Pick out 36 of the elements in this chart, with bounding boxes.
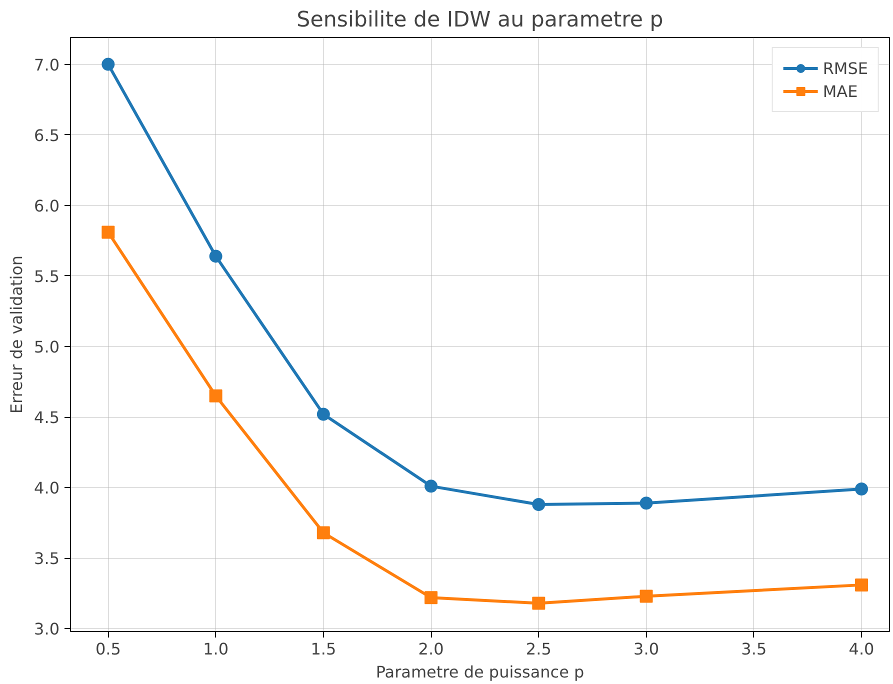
- x-tick-label: 4.0: [848, 640, 874, 658]
- y-tick-label: 4.5: [34, 408, 60, 428]
- point: [316, 526, 330, 540]
- point: [102, 58, 115, 71]
- legend-label: RMSE: [822, 58, 868, 78]
- point: [855, 578, 868, 592]
- point: [424, 480, 438, 493]
- x-tick-label: 3.0: [634, 640, 660, 658]
- y-tick-label: 4.0: [34, 478, 60, 498]
- x-axis-title: Parametre de puissance p: [376, 662, 584, 682]
- point: [855, 482, 868, 496]
- x-tick-label: 1.0: [203, 640, 229, 658]
- point: [209, 250, 222, 263]
- y-tick-label: 5.5: [34, 266, 60, 286]
- y-tick-label: 3.0: [34, 620, 60, 639]
- x-tick-label: 3.5: [741, 640, 767, 658]
- y-tick-label: 5.0: [34, 337, 60, 356]
- point: [102, 226, 115, 239]
- point: [424, 591, 438, 604]
- point: [209, 389, 222, 402]
- point: [640, 590, 653, 603]
- y-tick-label: 6.0: [34, 196, 60, 216]
- x-tick-label: 1.5: [310, 640, 336, 658]
- point: [316, 408, 330, 421]
- y-tick-label: 7.0: [34, 55, 60, 74]
- y-tick-label: 6.5: [34, 126, 60, 145]
- x-tick-label: 2.0: [418, 640, 444, 658]
- legend-label: MAE: [822, 82, 858, 100]
- point: [532, 596, 546, 610]
- x-tick-label: 0.5: [95, 640, 121, 658]
- y-axis-title: Erreur de validation: [7, 255, 26, 414]
- x-tick-label: 2.5: [526, 640, 552, 658]
- point: [640, 496, 653, 510]
- y-tick-label: 3.5: [34, 549, 60, 568]
- point: [532, 498, 546, 512]
- chart-title: Sensibilite de IDW au parametre p: [296, 8, 664, 32]
